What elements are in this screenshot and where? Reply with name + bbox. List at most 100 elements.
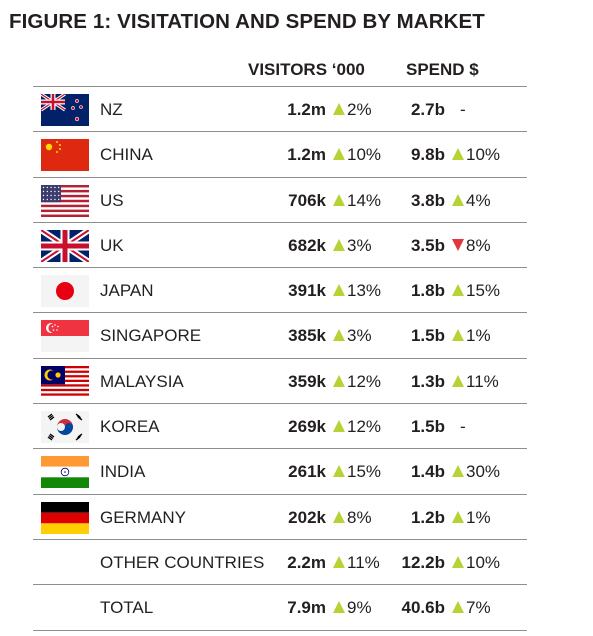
spend-value: 1.4b	[410, 462, 445, 482]
spend-change: 10%	[452, 553, 500, 573]
visitors-value: 7.9m	[287, 598, 326, 618]
spend-change: 30%	[452, 462, 500, 482]
korea-flag-icon	[41, 411, 89, 444]
change-value: 10%	[466, 552, 501, 572]
change-value: 7%	[466, 598, 491, 618]
visitors-change: 3%	[333, 236, 372, 256]
country-label: JAPAN	[100, 281, 154, 301]
country-label: CHINA	[100, 145, 153, 165]
visitors-change: 8%	[333, 508, 372, 528]
spend-value: 2.7b	[410, 100, 445, 119]
visitors-change: 11%	[333, 553, 380, 573]
change-value: 10%	[347, 145, 382, 165]
up-triangle-icon	[452, 601, 464, 614]
up-triangle-icon	[333, 374, 345, 387]
change-value: 13%	[347, 281, 382, 301]
spend-change: -	[460, 417, 466, 437]
spend-change: 1%	[452, 326, 491, 346]
uk-flag-icon	[41, 229, 89, 262]
country-label: OTHER COUNTRIES	[100, 552, 265, 572]
us-flag-icon	[41, 184, 89, 217]
up-triangle-icon	[333, 103, 345, 115]
spend-value: 9.8b	[410, 145, 445, 165]
country-label: TOTAL	[100, 598, 154, 618]
table-row: KOREA 269k 12% 1.5b -	[33, 404, 527, 450]
spend-value: 3.5b	[410, 235, 445, 255]
spend-value: 1.8b	[410, 281, 445, 301]
country-label: KOREA	[100, 417, 160, 437]
up-triangle-icon	[333, 329, 345, 342]
spend-value: 3.8b	[410, 190, 445, 210]
change-value: 3%	[347, 235, 372, 255]
china-flag-icon	[41, 139, 89, 172]
germany-flag-icon	[41, 501, 89, 534]
visitors-change: 15%	[333, 462, 381, 482]
visitors-change: 2%	[333, 100, 372, 120]
visitors-value: 385k	[288, 326, 326, 346]
spend-change: 7%	[452, 598, 491, 618]
change-value: 1%	[466, 507, 491, 527]
country-label: NZ	[100, 100, 123, 119]
up-triangle-icon	[333, 193, 345, 206]
up-triangle-icon	[452, 510, 464, 523]
visitors-change: 9%	[333, 598, 372, 618]
change-value: 8%	[466, 235, 491, 255]
up-triangle-icon	[333, 148, 345, 161]
country-label: UK	[100, 235, 124, 255]
market-table: NZ 1.2m 2% 2.7b - CHINA 1.2m 10% 9.8b 10% US 706k 1…	[33, 86, 527, 631]
country-label: INDIA	[100, 462, 146, 482]
spend-change: 4%	[452, 191, 491, 211]
visitors-value: 1.2m	[287, 100, 326, 119]
visitors-change: 14%	[333, 191, 381, 211]
up-triangle-icon	[452, 329, 464, 342]
change-value: 3%	[347, 326, 372, 346]
visitors-value: 202k	[288, 507, 326, 527]
change-value: 11%	[347, 552, 380, 572]
spend-value: 1.3b	[410, 371, 445, 391]
visitors-value: 261k	[288, 462, 326, 482]
change-value: 11%	[466, 371, 499, 391]
visitors-value: 2.2m	[287, 552, 326, 572]
up-triangle-icon	[333, 420, 345, 433]
change-value: 9%	[347, 598, 372, 618]
table-row: MALAYSIA 359k 12% 1.3b 11%	[33, 359, 527, 405]
visitors-value: 269k	[288, 417, 326, 437]
visitors-change: 10%	[333, 145, 381, 165]
visitors-change: 3%	[333, 326, 372, 346]
up-triangle-icon	[452, 374, 464, 387]
visitors-column-header: VISITORS ‘000	[248, 60, 365, 79]
up-triangle-icon	[452, 555, 464, 568]
spend-value: 1.5b	[410, 417, 445, 437]
visitors-value: 1.2m	[287, 145, 326, 165]
table-row: CHINA 1.2m 10% 9.8b 10%	[33, 132, 527, 178]
visitors-value: 706k	[288, 190, 326, 210]
change-value: 14%	[347, 190, 382, 210]
change-value: -	[460, 417, 466, 437]
singapore-flag-icon	[41, 320, 89, 353]
table-row: US 706k 14% 3.8b 4%	[33, 178, 527, 223]
up-triangle-icon	[452, 465, 464, 478]
spend-change: 8%	[452, 236, 491, 256]
spend-column-header: SPEND $	[406, 60, 479, 79]
nz-flag-icon	[41, 94, 89, 126]
up-triangle-icon	[452, 284, 464, 297]
change-value: 12%	[347, 417, 382, 437]
japan-flag-icon	[41, 275, 89, 308]
spend-value: 1.5b	[410, 326, 445, 346]
table-row: OTHER COUNTRIES 2.2m 11% 12.2b 10%	[33, 540, 527, 586]
india-flag-icon	[41, 456, 89, 489]
change-value: 1%	[466, 326, 491, 346]
table-row: UK 682k 3% 3.5b 8%	[33, 223, 527, 269]
change-value: 8%	[347, 507, 372, 527]
table-row: INDIA 261k 15% 1.4b 30%	[33, 449, 527, 495]
malaysia-flag-icon	[41, 365, 89, 398]
up-triangle-icon	[333, 555, 345, 568]
up-triangle-icon	[333, 284, 345, 297]
spend-value: 40.6b	[401, 598, 445, 618]
table-row: NZ 1.2m 2% 2.7b -	[33, 87, 527, 133]
spend-change: -	[460, 100, 466, 120]
country-label: SINGAPORE	[100, 326, 202, 346]
country-label: MALAYSIA	[100, 371, 184, 391]
spend-change: 15%	[452, 281, 500, 301]
visitors-change: 12%	[333, 417, 381, 437]
